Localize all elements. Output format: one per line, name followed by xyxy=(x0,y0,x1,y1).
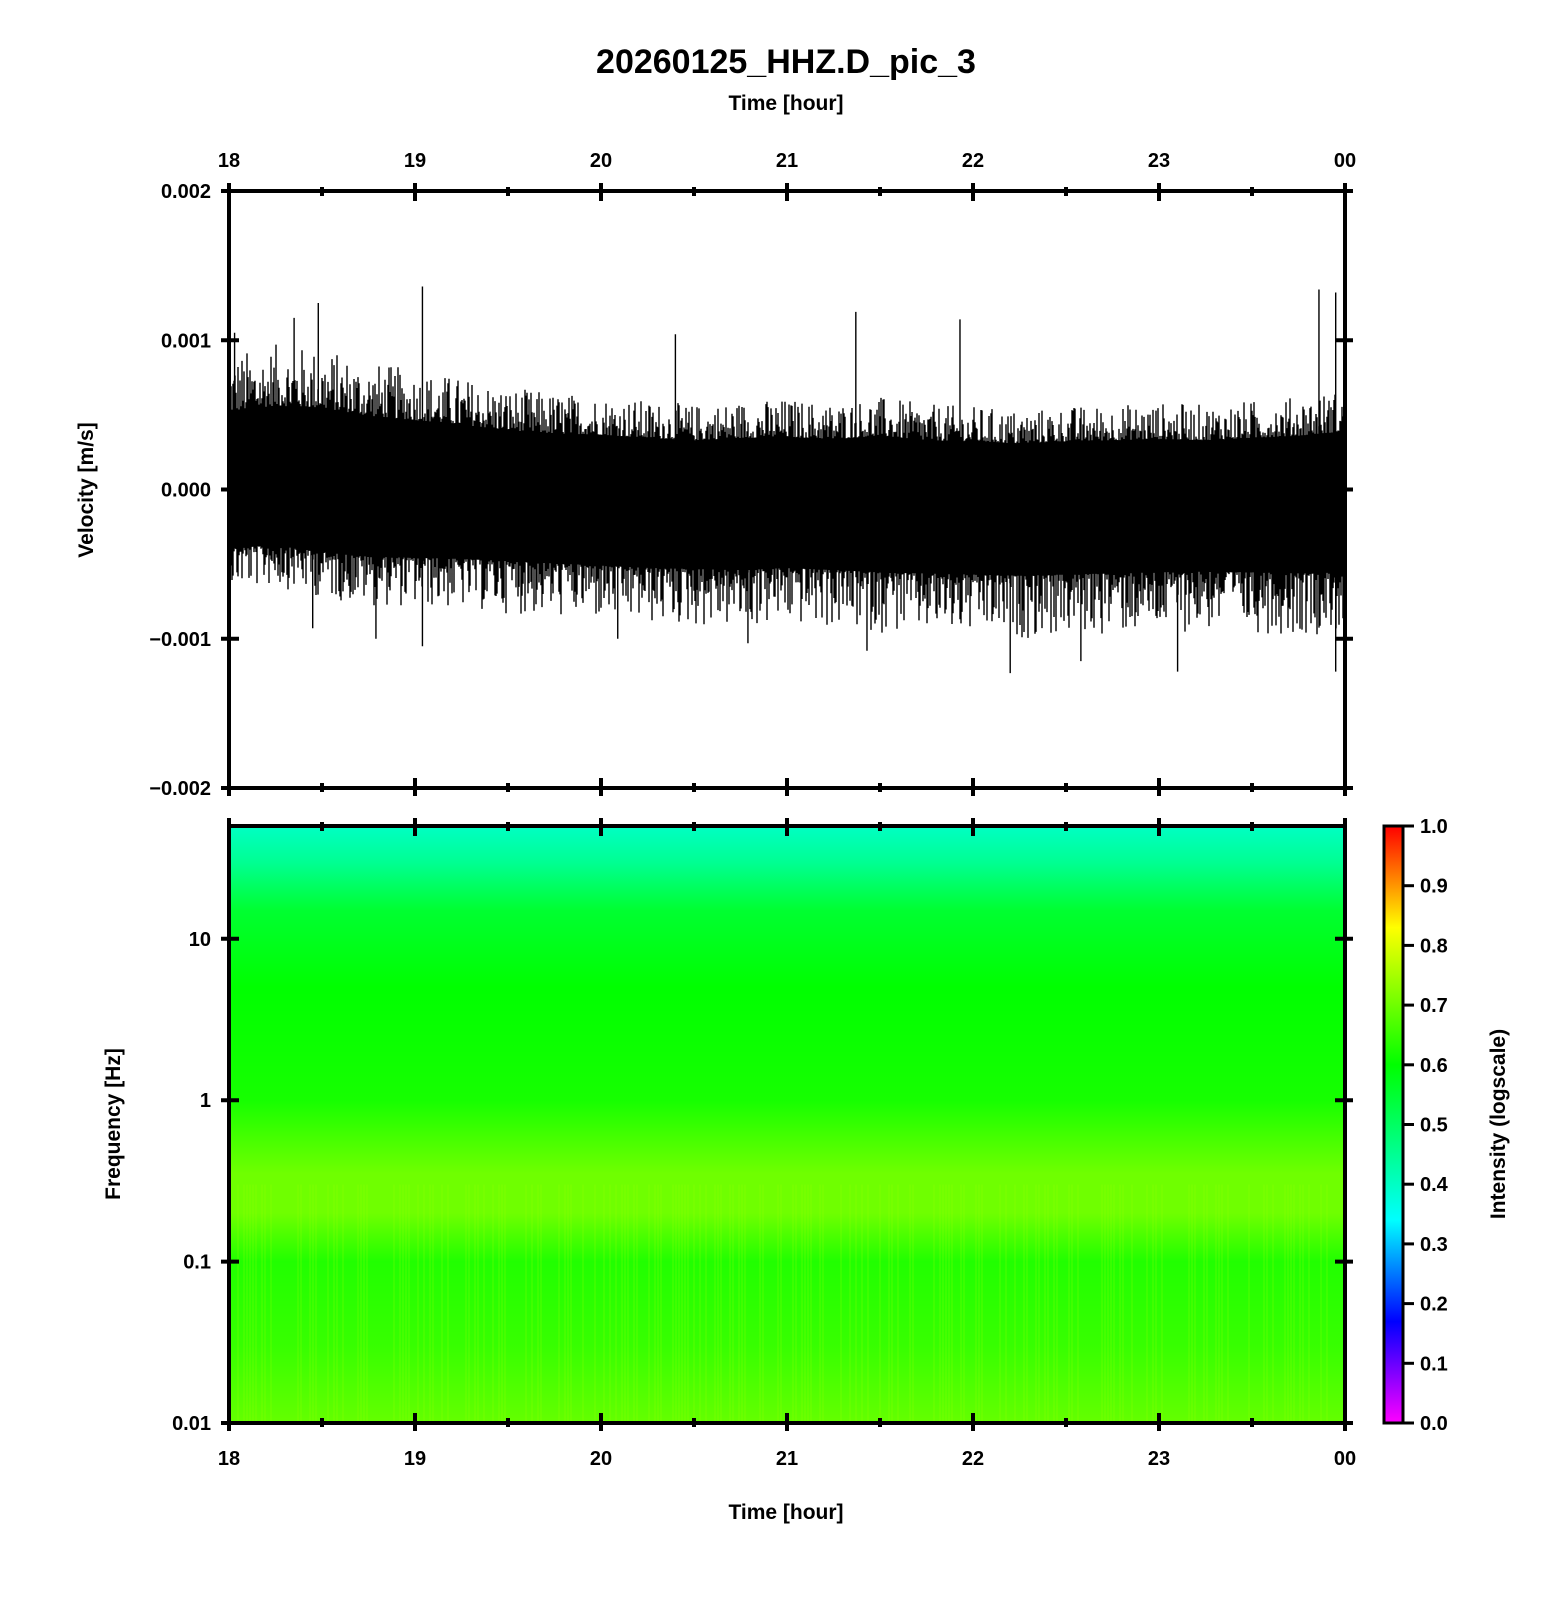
bottom-axis-label: Time [hour] xyxy=(728,1501,843,1524)
colorbar-tick-label: 0.3 xyxy=(1420,1234,1448,1256)
colorbar-tick-label: 0.5 xyxy=(1420,1115,1448,1137)
top-x-tick-label: 00 xyxy=(1334,150,1356,172)
colorbar-tick-label: 0.8 xyxy=(1420,935,1448,957)
colorbar-tick-label: 0.6 xyxy=(1420,1055,1448,1077)
top-x-tick-label: 23 xyxy=(1148,150,1170,172)
top-x-tick-label: 19 xyxy=(404,150,426,172)
waveform-y-label: Velocity [m/s] xyxy=(75,422,98,557)
spectrogram-ticks: 18 19 20 21 22 23 00 10 1 0.1 0.01 xyxy=(172,818,1356,1470)
colorbar-label: Intensity (logscale) xyxy=(1487,1029,1510,1219)
colorbar-tick-label: 0.0 xyxy=(1420,1413,1448,1435)
waveform-panel: 18 19 20 21 22 23 00 0.002 0.001 0.000 −0.001 −0.00… xyxy=(75,150,1356,800)
spectrogram-texture xyxy=(237,1184,1328,1423)
waveform-y-tick-label: −0.001 xyxy=(149,629,211,651)
spectrogram-y-tick-label: 0.1 xyxy=(183,1252,211,1274)
spectrogram-image xyxy=(229,827,1345,1423)
colorbar-gradient xyxy=(1384,826,1403,1423)
top-x-tick-label: 22 xyxy=(962,150,984,172)
top-x-tick-label: 21 xyxy=(776,150,798,172)
waveform-y-tick-label: 0.001 xyxy=(161,330,211,352)
bottom-x-tick-label: 20 xyxy=(590,1448,612,1470)
colorbar-tick-label: 0.1 xyxy=(1420,1353,1448,1375)
colorbar: 1.0 0.9 0.8 0.7 0.6 0.5 0.4 0.3 0.2 0.1 0.0 Intens… xyxy=(1382,816,1510,1435)
figure-title: 20260125_HHZ.D_pic_3 xyxy=(596,43,976,81)
bottom-x-tick-label: 22 xyxy=(962,1448,984,1470)
spectrogram-y-tick-label: 1 xyxy=(200,1090,211,1112)
spectrogram-y-label: Frequency [Hz] xyxy=(102,1048,125,1200)
bottom-x-tick-label: 23 xyxy=(1148,1448,1170,1470)
colorbar-tick-label: 0.9 xyxy=(1420,876,1448,898)
waveform-plot-area xyxy=(229,286,1345,674)
waveform-y-tick-label: 0.002 xyxy=(161,181,211,203)
top-x-tick-label: 20 xyxy=(590,150,612,172)
top-x-tick-label: 18 xyxy=(218,150,240,172)
waveform-y-tick-label: 0.000 xyxy=(161,480,211,502)
colorbar-tick-label: 0.4 xyxy=(1420,1174,1449,1196)
waveform-core xyxy=(229,411,1341,570)
spectrogram-y-tick-label: 10 xyxy=(189,929,211,951)
bottom-x-tick-label: 18 xyxy=(218,1448,240,1470)
spectrogram-y-tick-label: 0.01 xyxy=(172,1413,211,1435)
waveform-ticks: 18 19 20 21 22 23 00 0.002 0.001 0.000 −0.001 −0.00… xyxy=(149,150,1356,800)
colorbar-ticks: 1.0 0.9 0.8 0.7 0.6 0.5 0.4 0.3 0.2 0.1 0.0 xyxy=(1403,816,1449,1435)
waveform-y-tick-label: −0.002 xyxy=(149,778,211,800)
top-axis-label: Time [hour] xyxy=(728,92,843,115)
bottom-x-tick-label: 21 xyxy=(776,1448,798,1470)
spectrogram-panel: 18 19 20 21 22 23 00 10 1 0.1 0.01 Frequency [Hz] xyxy=(102,818,1356,1470)
colorbar-tick-label: 1.0 xyxy=(1420,816,1448,838)
colorbar-tick-label: 0.7 xyxy=(1420,995,1448,1017)
spectrogram-plot-area xyxy=(229,827,1345,1423)
bottom-x-tick-label: 00 xyxy=(1334,1448,1356,1470)
bottom-x-tick-label: 19 xyxy=(404,1448,426,1470)
colorbar-tick-label: 0.2 xyxy=(1420,1294,1448,1316)
